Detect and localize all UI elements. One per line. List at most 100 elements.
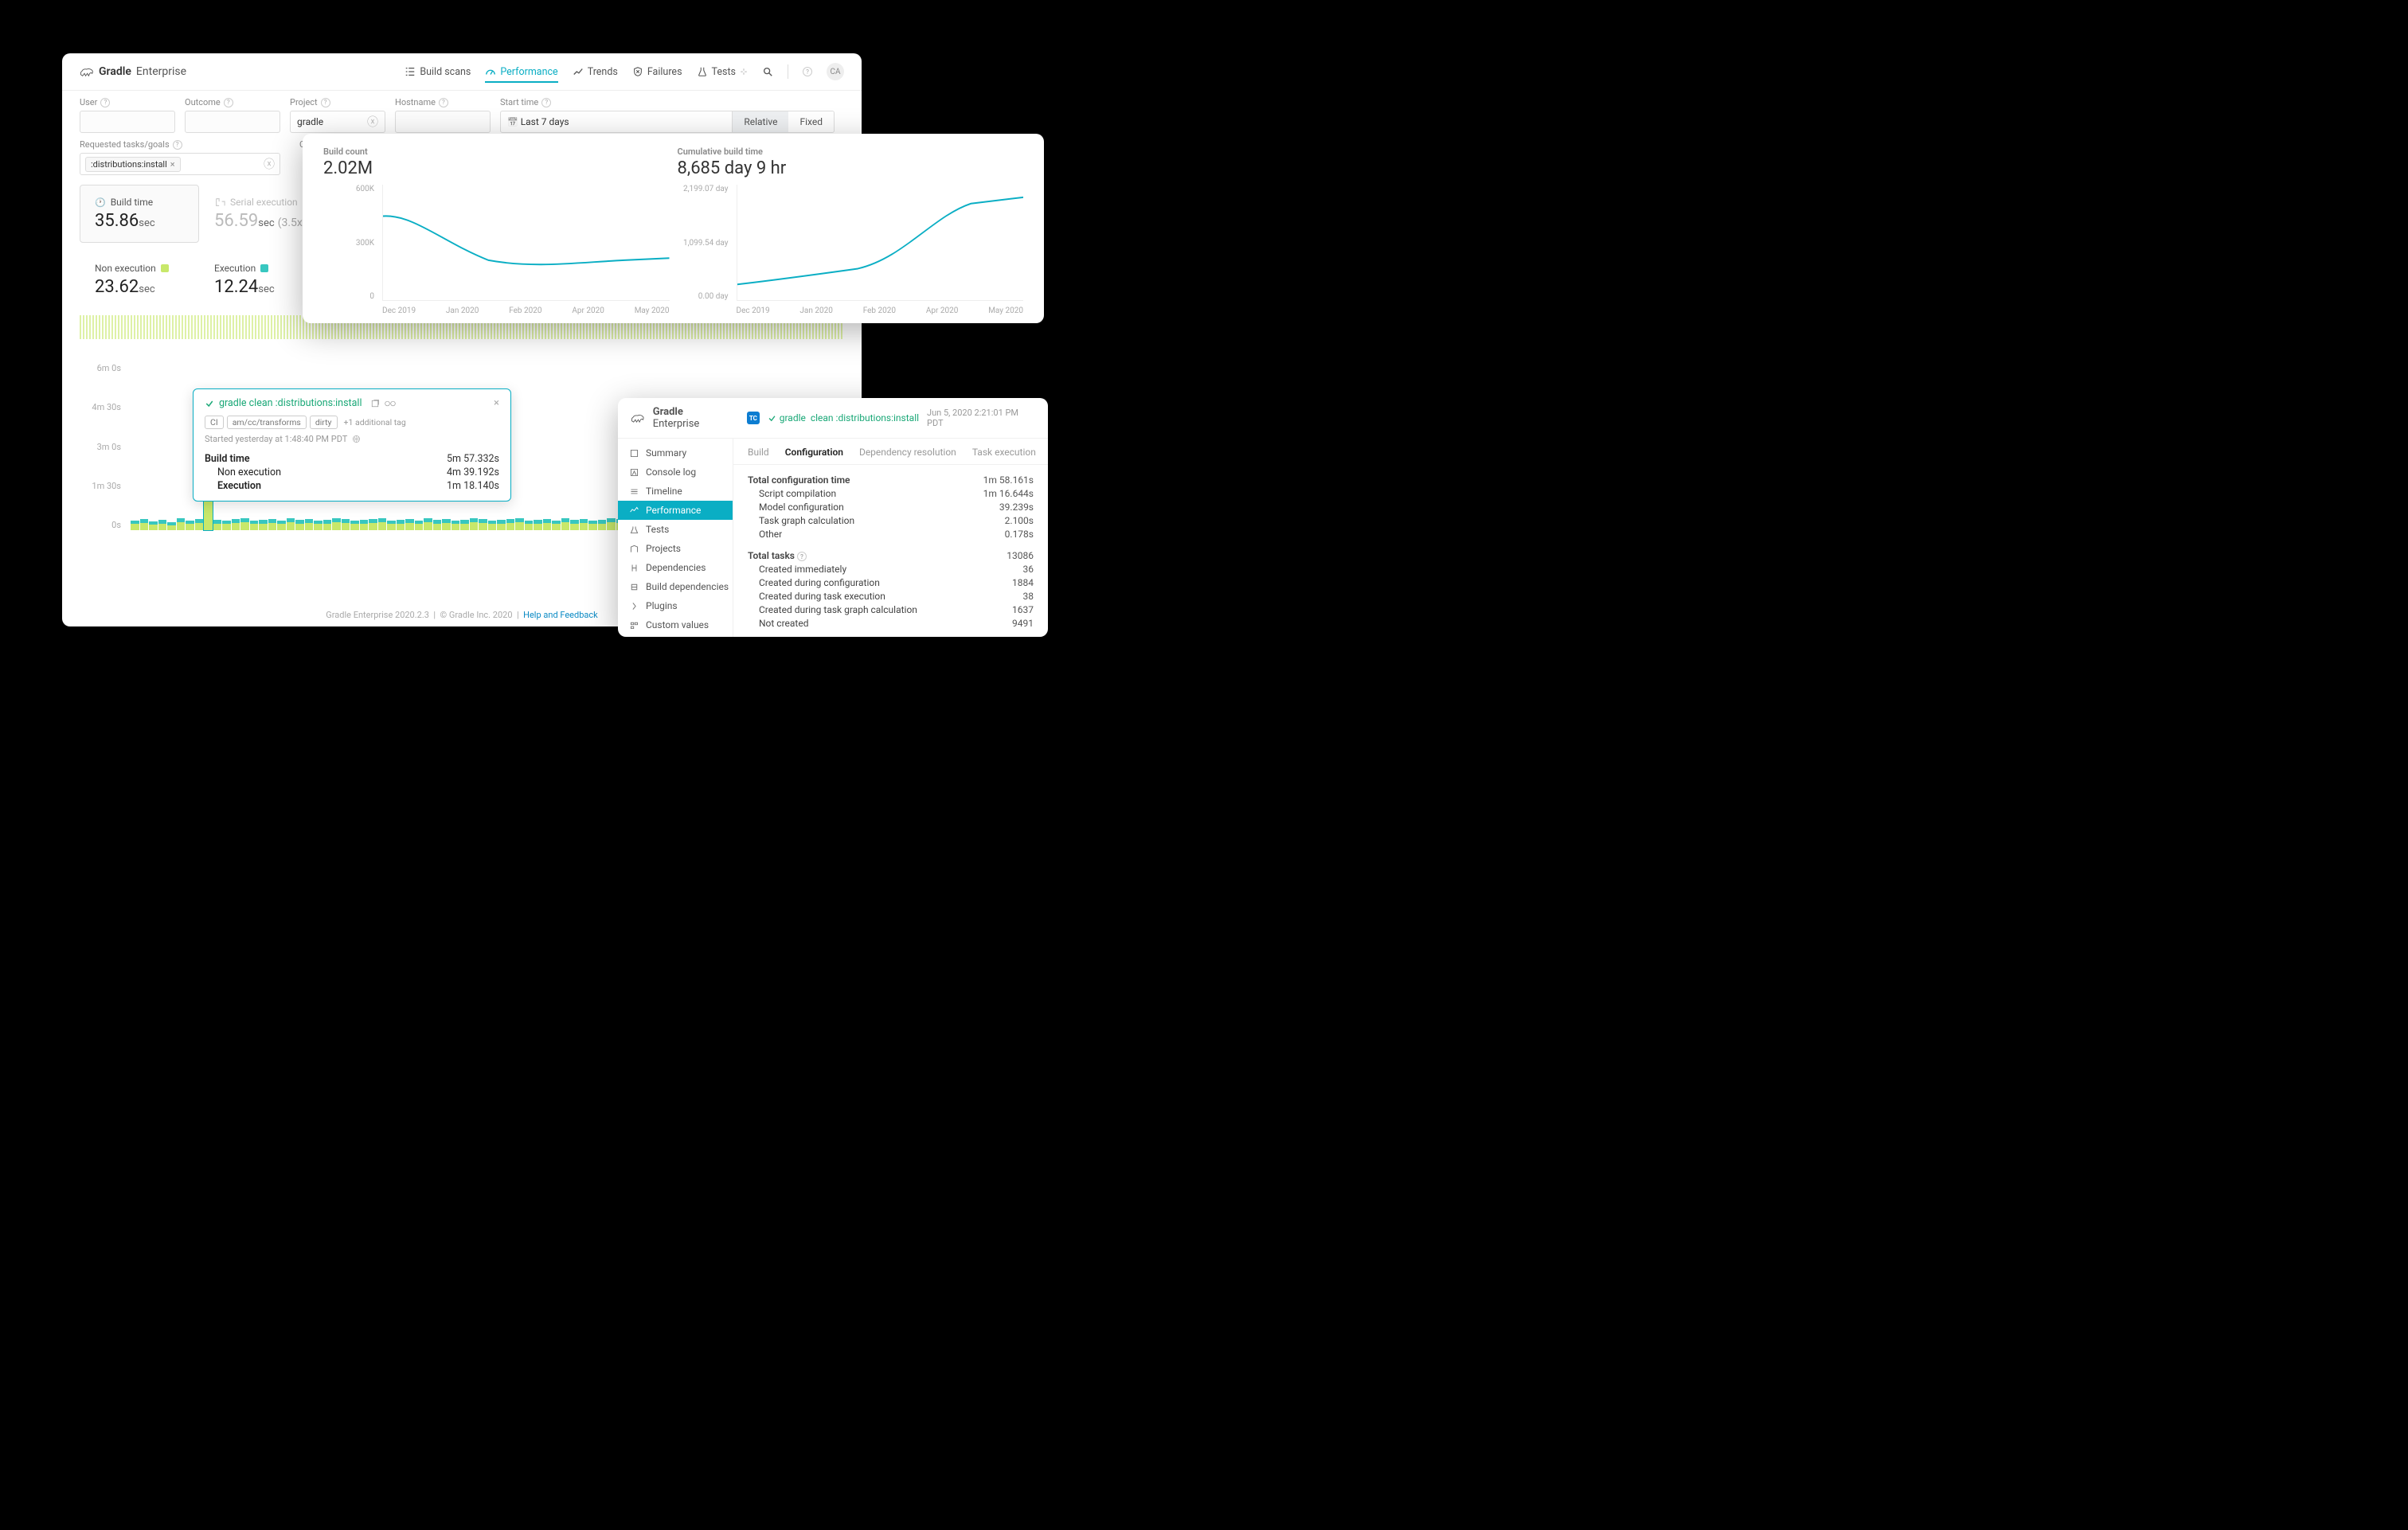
bar[interactable] — [561, 518, 570, 530]
bar[interactable] — [140, 519, 149, 530]
bar[interactable] — [598, 520, 607, 530]
bar[interactable] — [131, 521, 139, 530]
sidebar-item-plugins[interactable]: Plugins — [618, 596, 733, 615]
help-icon[interactable]: ? — [797, 552, 807, 561]
help-icon[interactable]: ? — [173, 140, 182, 150]
bar[interactable] — [305, 519, 314, 530]
bar[interactable] — [525, 521, 534, 530]
help-icon[interactable]: ? — [321, 98, 330, 107]
bar[interactable] — [240, 518, 249, 530]
bar[interactable] — [332, 518, 341, 530]
scan-title[interactable]: gradle clean :distributions:install — [768, 412, 919, 423]
bar[interactable] — [369, 519, 377, 530]
bar[interactable] — [277, 521, 286, 530]
bar[interactable] — [405, 519, 414, 530]
metric-build-time[interactable]: Build time 35.86sec — [80, 185, 199, 243]
toggle-fixed[interactable]: Fixed — [788, 111, 834, 132]
bar[interactable] — [415, 521, 424, 530]
bar[interactable] — [570, 520, 579, 530]
bar[interactable] — [452, 521, 460, 530]
bar[interactable] — [543, 519, 552, 530]
bar[interactable] — [177, 518, 186, 530]
bar[interactable] — [460, 520, 469, 530]
bar[interactable] — [442, 519, 451, 530]
bar[interactable] — [250, 521, 259, 530]
filter-requested-input[interactable]: :distributions:install× ⓧ — [80, 153, 280, 175]
help-icon[interactable]: ? — [439, 98, 448, 107]
help-icon[interactable]: ? — [224, 98, 233, 107]
bar[interactable] — [167, 522, 176, 530]
metric-non-execution[interactable]: Non execution 23.62sec — [80, 251, 199, 309]
bar[interactable] — [424, 518, 432, 530]
external-icon[interactable] — [370, 399, 380, 408]
bar[interactable] — [186, 521, 194, 530]
sidebar-item-tests[interactable]: Tests — [618, 520, 733, 539]
bar[interactable] — [387, 521, 396, 530]
bar[interactable] — [323, 520, 332, 530]
scan-tab-configuration[interactable]: Configuration — [785, 447, 843, 458]
metric-execution[interactable]: Execution 12.24sec — [199, 251, 319, 309]
bar[interactable] — [295, 520, 304, 530]
bar[interactable] — [515, 518, 524, 530]
bar[interactable] — [314, 521, 322, 530]
bar[interactable] — [506, 519, 515, 530]
bar[interactable] — [397, 520, 405, 530]
sidebar-item-console-log[interactable]: Console log — [618, 463, 733, 482]
bar[interactable] — [479, 519, 487, 530]
filter-hostname-input[interactable] — [395, 111, 491, 133]
filter-starttime-input[interactable]: Last 7 days — [500, 111, 733, 133]
bar[interactable] — [378, 518, 387, 530]
scan-tab-task-execution[interactable]: Task execution — [972, 447, 1036, 458]
sidebar-item-custom-values[interactable]: Custom values — [618, 615, 733, 634]
tooltip-title[interactable]: gradle clean :distributions:install — [205, 397, 396, 409]
bar[interactable] — [497, 520, 506, 530]
link-icon[interactable] — [385, 399, 396, 408]
bar[interactable] — [350, 521, 359, 530]
bar[interactable] — [552, 521, 561, 530]
nav-build-scans[interactable]: Build scans — [405, 66, 471, 78]
chip-remove-icon[interactable]: × — [170, 159, 175, 170]
sidebar-item-switches[interactable]: Switches — [618, 634, 733, 637]
bar[interactable] — [433, 520, 442, 530]
help-icon[interactable]: ? — [541, 98, 551, 107]
bar[interactable] — [360, 520, 369, 530]
bar[interactable] — [195, 519, 204, 530]
sidebar-item-timeline[interactable]: Timeline — [618, 482, 733, 501]
toggle-relative[interactable]: Relative — [733, 111, 788, 132]
close-icon[interactable]: × — [494, 397, 499, 409]
bar[interactable] — [287, 518, 295, 530]
filter-user-input[interactable] — [80, 111, 175, 133]
bar[interactable] — [232, 519, 240, 530]
bar[interactable] — [534, 520, 542, 530]
extra-tags[interactable]: +1 additional tag — [341, 416, 409, 429]
filter-outcome-input[interactable] — [185, 111, 280, 133]
clear-icon[interactable]: ⓧ — [367, 114, 378, 130]
bar[interactable] — [342, 519, 350, 530]
nav-failures[interactable]: Failures — [632, 66, 682, 78]
sidebar-item-dependencies[interactable]: Dependencies — [618, 558, 733, 577]
nav-tests[interactable]: Tests — [697, 66, 748, 78]
bar[interactable] — [488, 521, 497, 530]
bar[interactable] — [588, 521, 597, 530]
filter-project-input[interactable]: gradleⓧ — [290, 111, 385, 133]
bar[interactable] — [268, 519, 277, 530]
bar[interactable] — [149, 521, 158, 530]
bar[interactable] — [259, 520, 268, 530]
help-icon[interactable]: ? — [803, 67, 812, 76]
bar[interactable] — [470, 518, 479, 530]
clear-icon[interactable]: ⓧ — [264, 156, 275, 172]
sidebar-item-build-dependencies[interactable]: Build dependencies — [618, 577, 733, 596]
sidebar-item-performance[interactable]: Performance — [618, 501, 733, 520]
user-avatar[interactable]: CA — [827, 63, 844, 80]
scan-tab-dependency-resolution[interactable]: Dependency resolution — [859, 447, 956, 458]
scan-tab-build[interactable]: Build — [748, 447, 769, 458]
sidebar-item-summary[interactable]: Summary — [618, 443, 733, 463]
bar[interactable] — [607, 518, 616, 530]
bar[interactable] — [213, 520, 222, 530]
bar[interactable] — [158, 520, 167, 530]
help-feedback-link[interactable]: Help and Feedback — [523, 610, 598, 620]
nav-trends[interactable]: Trends — [573, 66, 618, 78]
bar[interactable] — [580, 519, 588, 530]
search-icon[interactable] — [762, 66, 773, 77]
nav-performance[interactable]: Performance — [485, 66, 557, 83]
